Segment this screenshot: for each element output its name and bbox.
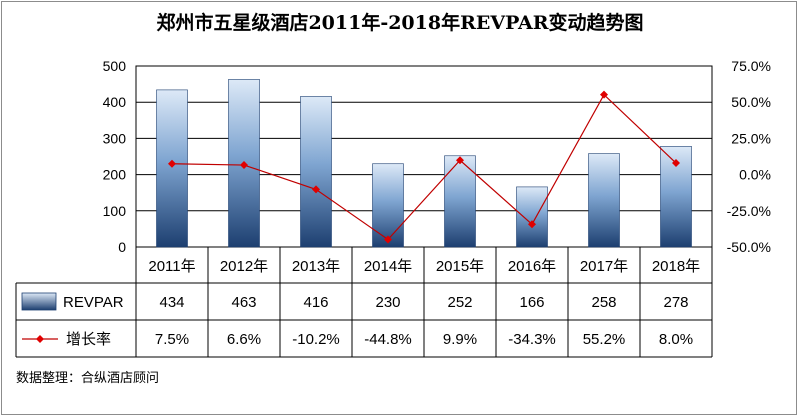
x-tick-label: 2017年 bbox=[580, 258, 628, 275]
y-right-tick-label: 75.0% bbox=[731, 58, 771, 74]
x-tick-label: 2018年 bbox=[652, 258, 700, 275]
revpar-bar bbox=[588, 153, 620, 248]
y-right-tick-label: 25.0% bbox=[731, 130, 771, 146]
growth-rate-line bbox=[171, 93, 677, 241]
growth-rate-marker bbox=[672, 159, 680, 168]
revpar-value-label: 166 bbox=[519, 294, 544, 311]
growth-rate-value-label: -44.8% bbox=[364, 331, 412, 348]
revpar-bar bbox=[516, 186, 548, 248]
y-left-tick-label: 400 bbox=[103, 94, 127, 110]
x-tick-label: 2016年 bbox=[508, 258, 556, 275]
growth-rate-value-label: -34.3% bbox=[508, 331, 556, 348]
revpar-value-label: 434 bbox=[159, 294, 184, 311]
x-tick-label: 2011年 bbox=[148, 258, 195, 275]
growth-rate-marker bbox=[312, 185, 320, 194]
x-tick-label: 2015年 bbox=[436, 258, 484, 275]
legend-label-revpar: REVPAR bbox=[63, 294, 124, 311]
revpar-value-label: 278 bbox=[663, 294, 688, 311]
growth-rate-marker bbox=[528, 220, 536, 229]
growth-rate-marker bbox=[456, 156, 464, 165]
growth-rate-marker bbox=[384, 235, 392, 244]
legend-label-growth: 增长率 bbox=[66, 331, 111, 348]
growth-rate-value-label: 8.0% bbox=[659, 331, 693, 348]
source-note: 数据整理：合纵酒店顾问 bbox=[16, 371, 159, 386]
y-right-tick-label: -50.0% bbox=[727, 239, 771, 255]
revpar-value-label: 252 bbox=[447, 294, 472, 311]
y-right-tick-label: -25.0% bbox=[727, 203, 771, 219]
y-left-tick-label: 0 bbox=[118, 239, 126, 255]
revpar-value-label: 416 bbox=[303, 294, 328, 311]
y-right-tick-label: 50.0% bbox=[731, 94, 771, 110]
y-left-tick-label: 300 bbox=[103, 130, 127, 146]
revpar-value-label: 463 bbox=[231, 294, 256, 311]
growth-rate-value-label: -10.2% bbox=[292, 331, 340, 348]
revpar-bar bbox=[156, 89, 188, 248]
y-left-tick-label: 500 bbox=[103, 58, 127, 74]
growth-rate-marker bbox=[600, 90, 608, 99]
growth-rate-value-label: 9.9% bbox=[443, 331, 477, 348]
chart-title: 郑州市五星级酒店2011年-2018年REVPAR变动趋势图 bbox=[156, 11, 643, 34]
revpar-bar bbox=[300, 96, 332, 248]
revpar-value-label: 230 bbox=[375, 294, 400, 311]
revpar-value-label: 258 bbox=[591, 294, 616, 311]
legend-swatch-revpar bbox=[21, 292, 57, 311]
y-left-tick-label: 200 bbox=[103, 167, 127, 183]
growth-rate-value-label: 55.2% bbox=[583, 331, 626, 348]
x-tick-label: 2013年 bbox=[292, 258, 340, 275]
x-tick-label: 2014年 bbox=[364, 258, 412, 275]
y-right-tick-label: 0.0% bbox=[739, 167, 771, 183]
growth-rate-marker bbox=[240, 161, 248, 170]
x-tick-label: 2012年 bbox=[220, 258, 268, 275]
growth-rate-value-label: 6.6% bbox=[227, 331, 261, 348]
growth-rate-marker bbox=[168, 159, 176, 168]
legend-marker-growth bbox=[36, 335, 44, 343]
revpar-bar bbox=[372, 163, 404, 248]
plot-area-border bbox=[135, 65, 713, 248]
growth-rate-value-label: 7.5% bbox=[155, 331, 189, 348]
y-left-tick-label: 100 bbox=[103, 203, 127, 219]
